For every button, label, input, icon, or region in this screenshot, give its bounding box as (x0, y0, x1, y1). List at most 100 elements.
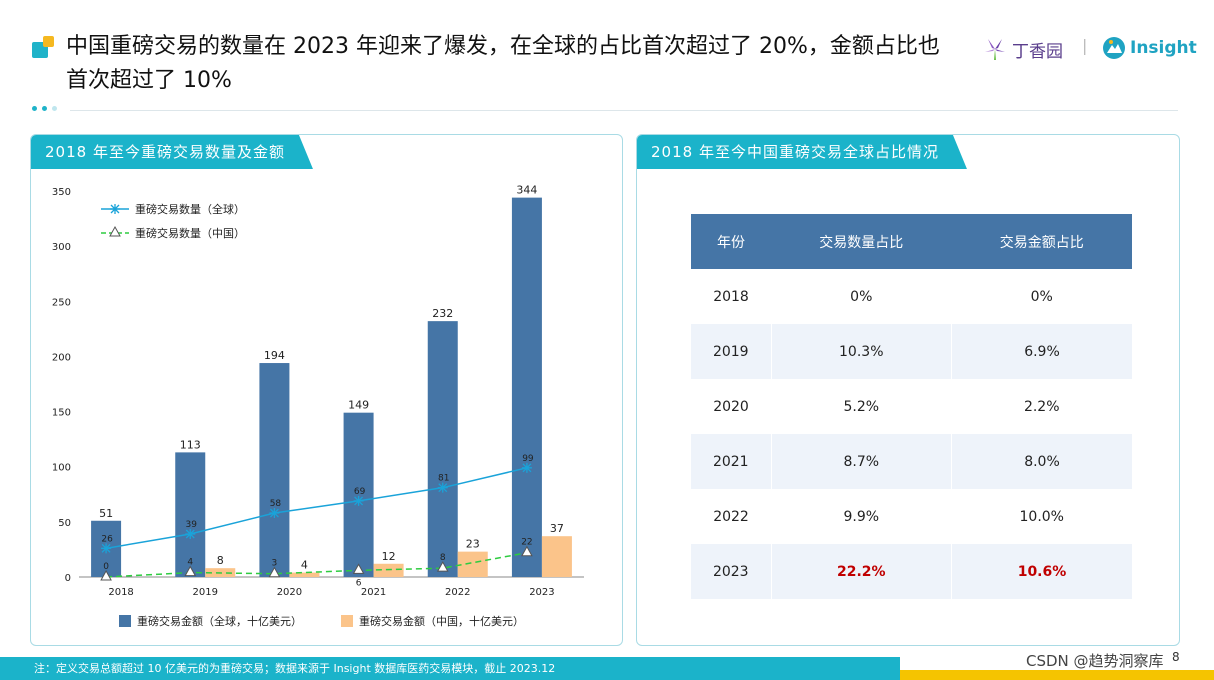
amount-share-cell: 10.0% (1019, 508, 1064, 525)
csdn-watermark: CSDN @趋势洞察库 (1026, 652, 1164, 670)
y-tick-label: 300 (52, 242, 71, 253)
bar-china (373, 563, 404, 577)
bar-global (511, 197, 542, 578)
insight-logo-icon (1103, 37, 1125, 59)
y-tick-label: 200 (52, 352, 71, 363)
legend-bar-global-label: 重磅交易金额（全球，十亿美元） (137, 614, 302, 628)
page-title: 中国重磅交易的数量在 2023 年迎来了爆发，在全球的占比首次超过了 20%，金… (66, 34, 940, 93)
legend-bar-global-swatch (119, 615, 131, 627)
table-row: 2018 0% 0% (691, 269, 1132, 324)
bar-global-label: 149 (348, 399, 369, 412)
amount-share-cell: 0% (1030, 288, 1053, 305)
share-table: 年份 交易数量占比 交易金额占比 2018 0% 0% 2019 10.3% 6… (691, 214, 1132, 599)
line-global-point (185, 528, 196, 539)
bar-china-label: 8 (217, 554, 224, 567)
insight-logo: Insight (1102, 36, 1197, 60)
section-marker-icon (32, 36, 54, 58)
column-header-count-share: 交易数量占比 (771, 214, 952, 269)
bar-china-label: 12 (382, 550, 396, 563)
count-share-cell-highlight: 22.2% (770, 544, 952, 599)
line-global-label: 26 (101, 534, 113, 544)
footer-accent-bar (900, 670, 1214, 680)
table-row: 2021 8.7% 8.0% (691, 434, 1132, 489)
line-china-label: 22 (521, 538, 532, 548)
y-tick-label: 150 (52, 408, 71, 419)
year-cell: 2022 (713, 508, 749, 525)
legend-bar-china-label: 重磅交易金额（中国，十亿美元） (359, 614, 524, 628)
table-row: 2019 10.3% 6.9% (691, 324, 1132, 379)
legend-bar-china-swatch (341, 615, 353, 627)
count-share-cell: 5.2% (843, 398, 880, 415)
x-tick-label: 2018 (108, 587, 133, 598)
bar-global (175, 452, 206, 577)
chart-panel: 2018 年至今重磅交易数量及金额 0 50 100 150 200 250 300 350 2… (30, 134, 623, 646)
y-tick-label: 250 (52, 297, 71, 308)
line-global-label: 69 (354, 487, 366, 497)
legend-line-global-label: 重磅交易数量（全球） (135, 202, 245, 216)
line-global-point (437, 482, 448, 493)
line-global-point (269, 508, 280, 519)
line-china-point (352, 563, 365, 574)
bar-global-label: 113 (180, 438, 201, 451)
legend-line-china-label: 重磅交易数量（中国） (135, 226, 245, 240)
year-cell: 2018 (713, 288, 749, 305)
bar-global (427, 321, 458, 577)
bar-global-label: 344 (516, 184, 537, 197)
year-cell: 2023 (691, 544, 772, 599)
x-tick-label: 2023 (529, 587, 554, 598)
bar-china (289, 572, 320, 577)
bar-china (457, 551, 488, 577)
column-header-amount-share: 交易金额占比 (951, 214, 1132, 269)
insight-logo-text: Insight (1130, 38, 1197, 58)
header-divider (70, 110, 1178, 111)
line-global-label: 39 (186, 520, 198, 530)
x-tick-label: 2020 (277, 587, 302, 598)
bar-china-label: 23 (466, 538, 480, 551)
count-share-cell: 0% (850, 288, 873, 305)
year-cell: 2021 (691, 434, 772, 489)
line-china-point (268, 566, 281, 578)
line-china-point (100, 569, 112, 581)
year-cell: 2019 (691, 324, 772, 379)
bar-global (259, 363, 290, 577)
amount-share-cell-highlight: 10.6% (951, 544, 1132, 599)
share-panel-title: 2018 年至今中国重磅交易全球占比情况 (637, 135, 967, 169)
table-header-row: 年份 交易数量占比 交易金额占比 (691, 214, 1132, 269)
count-share-cell: 8.7% (770, 434, 952, 489)
share-panel: 2018 年至今中国重磅交易全球占比情况 年份 交易数量占比 交易金额占比 20… (636, 134, 1180, 646)
line-china-label: 8 (440, 553, 446, 563)
y-tick-label: 50 (58, 518, 71, 529)
line-global-label: 99 (522, 454, 534, 464)
dxy-logo: 丁香园 (982, 36, 1063, 62)
deals-chart: 0 50 100 150 200 250 300 350 2018 51 2019 113 8 2020 1… (52, 184, 584, 628)
footer-note: 注：定义交易总额超过 10 亿美元的为重磅交易；数据来源于 Insight 数据… (0, 657, 900, 680)
bar-global (343, 412, 374, 577)
line-china-label: 4 (187, 558, 193, 568)
table-row: 2020 5.2% 2.2% (691, 379, 1132, 434)
y-tick-label: 100 (52, 463, 71, 474)
brand-separator: | (1082, 36, 1088, 55)
page-number: 8 (1172, 650, 1180, 664)
amount-share-cell: 2.2% (1023, 398, 1060, 415)
column-header-year: 年份 (691, 214, 772, 269)
table-row: 2022 9.9% 10.0% (691, 489, 1132, 544)
bar-global-label: 232 (432, 307, 453, 320)
y-tick-label: 0 (65, 573, 71, 584)
line-global-label: 81 (438, 474, 449, 484)
year-cell: 2020 (713, 398, 749, 415)
line-global-point (521, 462, 532, 473)
clove-flower-icon (985, 39, 1005, 60)
line-china (106, 551, 528, 578)
y-tick-label: 350 (52, 187, 71, 198)
line-global (105, 467, 528, 550)
x-tick-label: 2019 (193, 587, 218, 598)
line-china-label: 3 (272, 559, 278, 569)
count-share-cell: 9.9% (843, 508, 880, 525)
line-china-point (521, 545, 533, 557)
line-china-point (436, 561, 449, 572)
dxy-logo-text: 丁香园 (1012, 41, 1063, 62)
table-row: 2023 22.2% 10.6% (691, 544, 1132, 599)
amount-share-cell: 8.0% (951, 434, 1132, 489)
line-global-point (353, 495, 364, 506)
count-share-cell: 10.3% (770, 324, 952, 379)
